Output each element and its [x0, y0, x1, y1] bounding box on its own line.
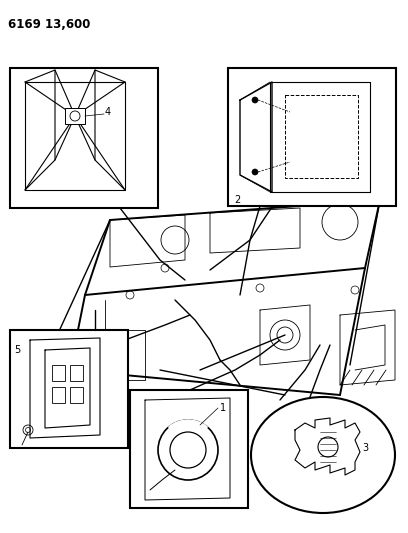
Text: 2: 2	[234, 195, 240, 205]
Bar	[70, 365, 83, 381]
Text: 4: 4	[105, 107, 111, 117]
Bar	[228, 68, 396, 206]
Bar	[10, 330, 128, 448]
Bar	[70, 387, 83, 403]
Text: 5: 5	[14, 345, 20, 355]
Circle shape	[252, 169, 258, 175]
Bar	[130, 390, 248, 508]
Text: 3: 3	[362, 443, 368, 453]
Bar	[52, 387, 65, 403]
Text: 1: 1	[220, 403, 226, 413]
Bar	[52, 365, 65, 381]
Text: 6169 13,600: 6169 13,600	[8, 18, 91, 31]
Wedge shape	[169, 420, 207, 433]
Ellipse shape	[251, 397, 395, 513]
Circle shape	[252, 97, 258, 103]
Bar	[65, 108, 85, 124]
Bar	[10, 68, 158, 208]
